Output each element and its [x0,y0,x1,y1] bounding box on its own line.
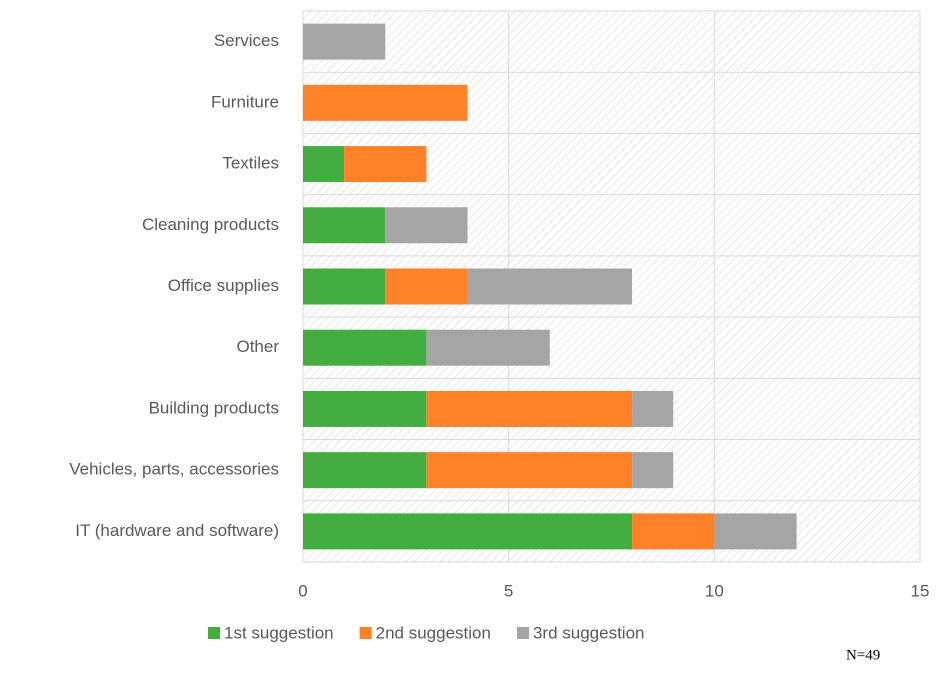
x-tick-label: 5 [504,581,513,600]
bar-segment [303,329,427,366]
bar-segment [632,452,674,489]
bar-segment [303,146,345,183]
legend-swatch [359,627,372,639]
y-tick-label: Vehicles, parts, accessories [69,460,279,479]
bar-segment [632,513,715,550]
y-tick-label: Services [214,31,279,50]
bar-segment [303,84,468,121]
x-tick-label: 0 [298,581,307,600]
y-tick-label: Other [236,337,279,356]
bar-segment [714,513,797,550]
legend-label: 1st suggestion [224,623,334,642]
legend-label: 2nd suggestion [376,623,491,642]
x-tick-label: 15 [911,581,930,600]
x-tick-label: 10 [705,581,724,600]
y-tick-label: Furniture [211,92,279,111]
y-tick-label: Cleaning products [142,215,279,234]
bar-segment [303,390,427,427]
bar-segment [303,513,633,550]
y-tick-label: IT (hardware and software) [75,521,279,540]
bar-segment [632,390,674,427]
bar-segment [426,390,633,427]
bar-segment [426,452,633,489]
y-tick-label: Textiles [222,154,279,173]
legend-label: 3rd suggestion [533,623,645,642]
y-tick-label: Building products [149,398,279,417]
bar-segment [303,452,427,489]
bar-segment [344,146,427,183]
bar-segment [303,207,386,244]
bar-segment [426,329,550,366]
bar-segment [467,268,633,305]
annotation: N=49 [846,647,880,663]
legend-swatch [516,627,529,639]
bar-segment [385,268,468,305]
bar-segment [385,207,468,244]
y-tick-label: Office supplies [168,276,279,295]
bar-segment [303,23,386,60]
legend-swatch [208,627,220,639]
bar-segment [303,268,386,305]
